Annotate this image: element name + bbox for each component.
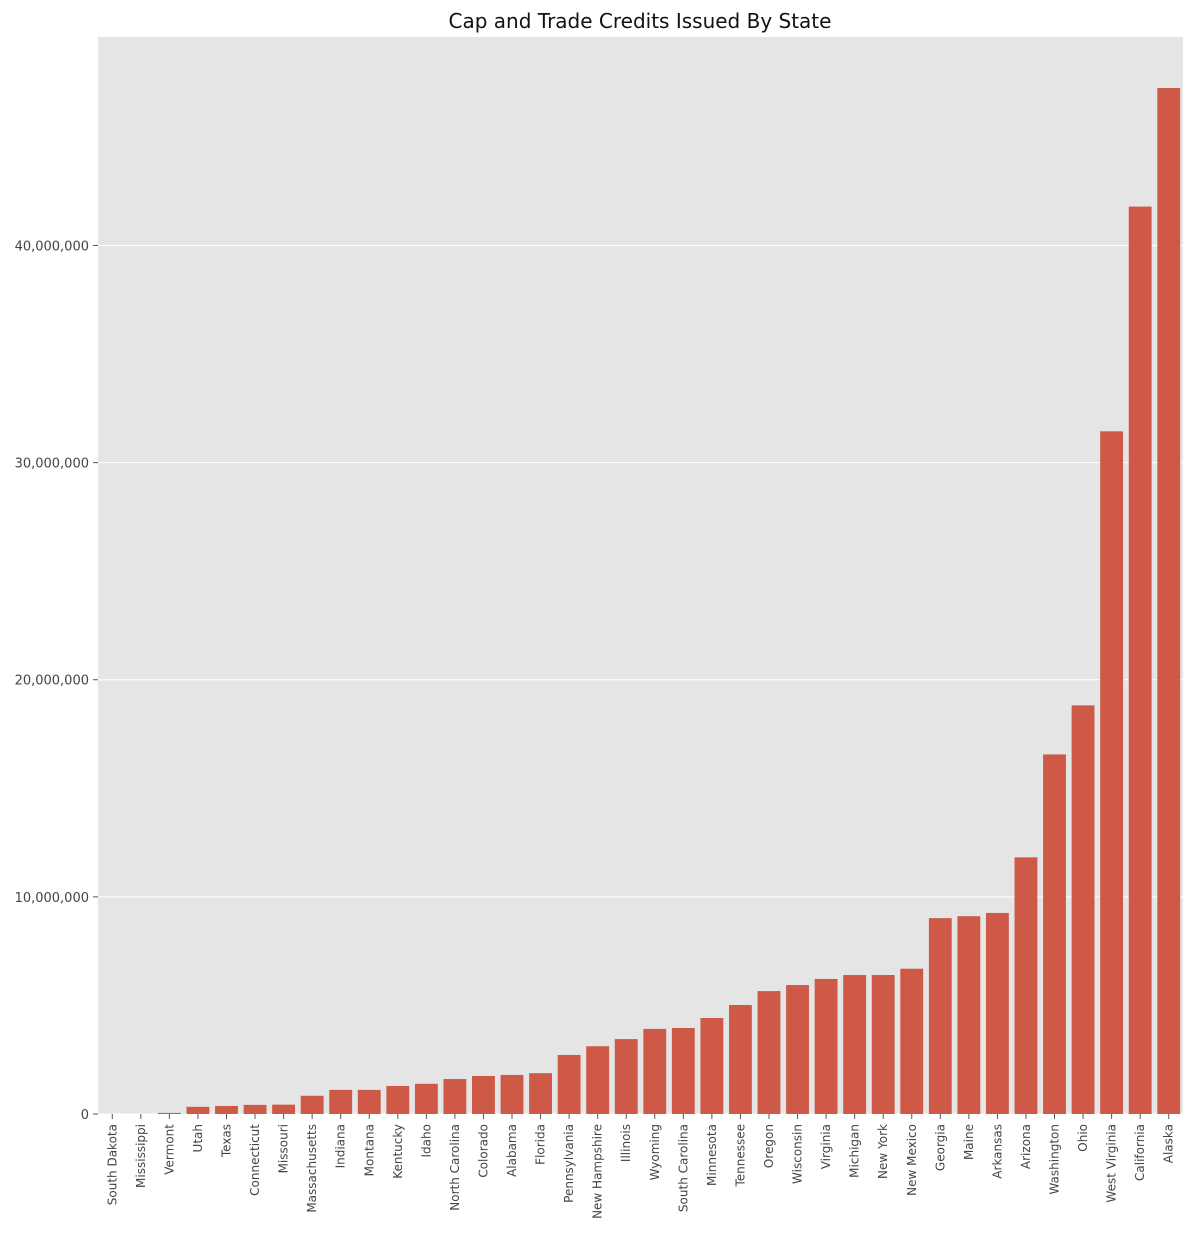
bar <box>671 1028 695 1114</box>
x-tick-label: Arizona <box>1019 1124 1033 1169</box>
bar <box>1071 705 1095 1114</box>
bar <box>1014 857 1038 1114</box>
bar <box>985 912 1009 1114</box>
y-tick-label: 20,000,000 <box>15 674 89 689</box>
bar <box>357 1089 381 1114</box>
x-tick-label: West Virginia <box>1105 1124 1119 1203</box>
x-tick-label: North Carolina <box>448 1124 462 1211</box>
bar <box>243 1104 267 1114</box>
bar <box>300 1095 324 1114</box>
y-tick-label: 40,000,000 <box>15 239 89 254</box>
bar <box>500 1074 524 1114</box>
x-tick-label: Florida <box>534 1124 548 1165</box>
bar <box>757 991 781 1114</box>
x-tick-label: Illinois <box>619 1124 633 1162</box>
x-tick-label: New Hampshire <box>591 1124 605 1219</box>
bar <box>157 1112 181 1114</box>
x-tick-label: Colorado <box>476 1124 490 1178</box>
x-tick-label: Wyoming <box>648 1124 662 1180</box>
bar <box>443 1079 467 1114</box>
bar <box>957 916 981 1114</box>
bar <box>814 978 838 1114</box>
chart-title: Cap and Trade Credits Issued By State <box>449 9 832 33</box>
x-tick-label: Georgia <box>933 1124 947 1171</box>
bar <box>700 1018 724 1114</box>
bar <box>643 1028 667 1114</box>
bar <box>729 1004 752 1114</box>
bar <box>472 1076 495 1114</box>
x-tick-label: Montana <box>362 1124 376 1176</box>
bar <box>928 918 952 1114</box>
bar <box>557 1054 581 1114</box>
bar <box>529 1073 552 1114</box>
x-tick-label: South Dakota <box>105 1124 119 1205</box>
x-tick-label: Pennsylvania <box>562 1124 576 1203</box>
x-tick-label: Oregon <box>762 1124 776 1168</box>
x-tick-label: Alabama <box>505 1124 519 1177</box>
x-tick-label: Maine <box>962 1124 976 1160</box>
x-tick-label: Kentucky <box>391 1124 405 1179</box>
x-tick-label: Tennessee <box>733 1124 747 1188</box>
x-tick-label: Vermont <box>162 1124 176 1175</box>
bar <box>1128 206 1152 1114</box>
bar <box>614 1039 638 1114</box>
x-tick-label: Minnesota <box>705 1124 719 1186</box>
x-tick-label: Alaska <box>1162 1124 1176 1163</box>
bar <box>1100 431 1124 1115</box>
x-tick-label: California <box>1133 1124 1147 1181</box>
x-tick-label: Idaho <box>419 1124 433 1157</box>
bar <box>272 1104 296 1114</box>
bar <box>586 1046 610 1114</box>
y-tick-label: 0 <box>81 1108 89 1123</box>
x-tick-label: Indiana <box>334 1124 348 1168</box>
y-tick-label: 30,000,000 <box>15 457 89 472</box>
x-tick-label: Missouri <box>277 1124 291 1173</box>
bar <box>786 985 809 1114</box>
bar <box>186 1106 210 1114</box>
x-tick-label: Washington <box>1048 1124 1062 1195</box>
bar <box>871 975 895 1114</box>
bar <box>900 968 924 1114</box>
x-axis: South Dakota Mississippi Vermont Utah Texas C… <box>105 1114 1176 1219</box>
x-tick-label: New York <box>876 1124 890 1179</box>
x-tick-label: Ohio <box>1076 1124 1090 1152</box>
x-tick-label: Massachusetts <box>305 1124 319 1213</box>
x-tick-label: Arkansas <box>990 1124 1004 1179</box>
bar <box>386 1085 410 1114</box>
x-tick-label: South Carolina <box>676 1124 690 1212</box>
bar <box>1043 754 1066 1114</box>
y-axis: 0 10,000,000 20,000,000 30,000,000 40,000,00… <box>15 239 98 1123</box>
x-tick-label: Mississippi <box>134 1124 148 1188</box>
y-tick-label: 10,000,000 <box>15 891 89 906</box>
x-tick-label: Texas <box>219 1124 233 1158</box>
bars <box>157 88 1181 1115</box>
x-tick-label: New Mexico <box>905 1124 919 1196</box>
bar <box>329 1089 353 1114</box>
bar <box>215 1105 238 1114</box>
x-tick-label: Virginia <box>819 1124 833 1169</box>
x-tick-label: Connecticut <box>248 1124 262 1196</box>
x-tick-label: Wisconsin <box>791 1124 805 1184</box>
bar <box>843 975 867 1114</box>
bar <box>414 1083 438 1114</box>
x-tick-label: Michigan <box>848 1124 862 1178</box>
bar <box>1157 88 1181 1114</box>
x-tick-label: Utah <box>191 1124 205 1152</box>
